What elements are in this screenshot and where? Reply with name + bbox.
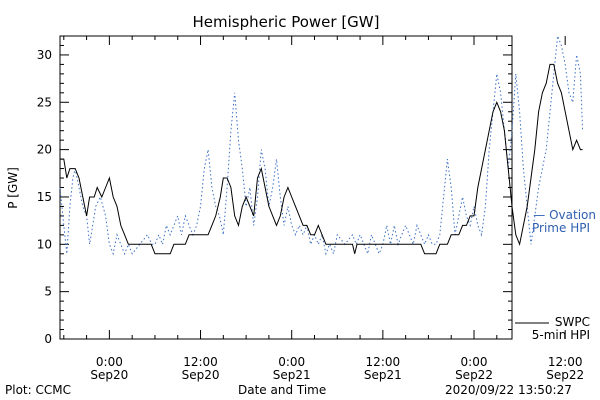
x-tick-time-label: 12:00 — [183, 355, 218, 369]
y-tick-label: 20 — [37, 143, 52, 157]
x-tick-date-label: Sep21 — [273, 368, 311, 382]
y-tick-label: 0 — [44, 332, 52, 346]
legend-ovation-line1: — Ovation — [533, 208, 596, 222]
legend-swpc-line2: 5-min HPI — [532, 328, 590, 342]
x-tick-time-label: 12:00 — [548, 355, 583, 369]
chart-title: Hemispheric Power [GW] — [193, 13, 380, 31]
x-tick-date-label: Sep22 — [455, 368, 493, 382]
y-axis-label: P [GW] — [6, 167, 20, 209]
x-tick-date-label: Sep22 — [546, 368, 584, 382]
x-tick-date-label: Sep21 — [364, 368, 402, 382]
y-tick-label: 5 — [44, 285, 52, 299]
x-tick-time-label: 0:00 — [278, 355, 305, 369]
x-tick-date-label: Sep20 — [182, 368, 220, 382]
footer-x-axis-label: Date and Time — [238, 383, 327, 397]
x-tick-time-label: 0:00 — [96, 355, 123, 369]
x-tick-date-label: Sep20 — [90, 368, 128, 382]
x-tick-time-label: 0:00 — [461, 355, 488, 369]
footer-plot-source: Plot: CCMC — [5, 383, 71, 397]
y-tick-label: 15 — [37, 190, 52, 204]
footer-timestamp: 2020/09/22 13:50:27 — [445, 383, 572, 397]
y-tick-label: 10 — [37, 237, 52, 251]
series-layer — [59, 35, 584, 256]
series-line-ovation-prime — [59, 35, 584, 256]
y-tick-label: 25 — [37, 95, 52, 109]
legend-swpc-line1: SWPC — [555, 315, 590, 329]
legend-ovation-line2: Prime HPI — [532, 221, 590, 235]
plot-frame — [59, 35, 513, 340]
series-line-swpc — [60, 63, 583, 255]
x-tick-time-label: 12:00 — [366, 355, 401, 369]
y-tick-label: 30 — [37, 48, 52, 62]
axis-ticks: 0510152025300:00Sep2012:00Sep200:00Sep21… — [37, 35, 584, 382]
